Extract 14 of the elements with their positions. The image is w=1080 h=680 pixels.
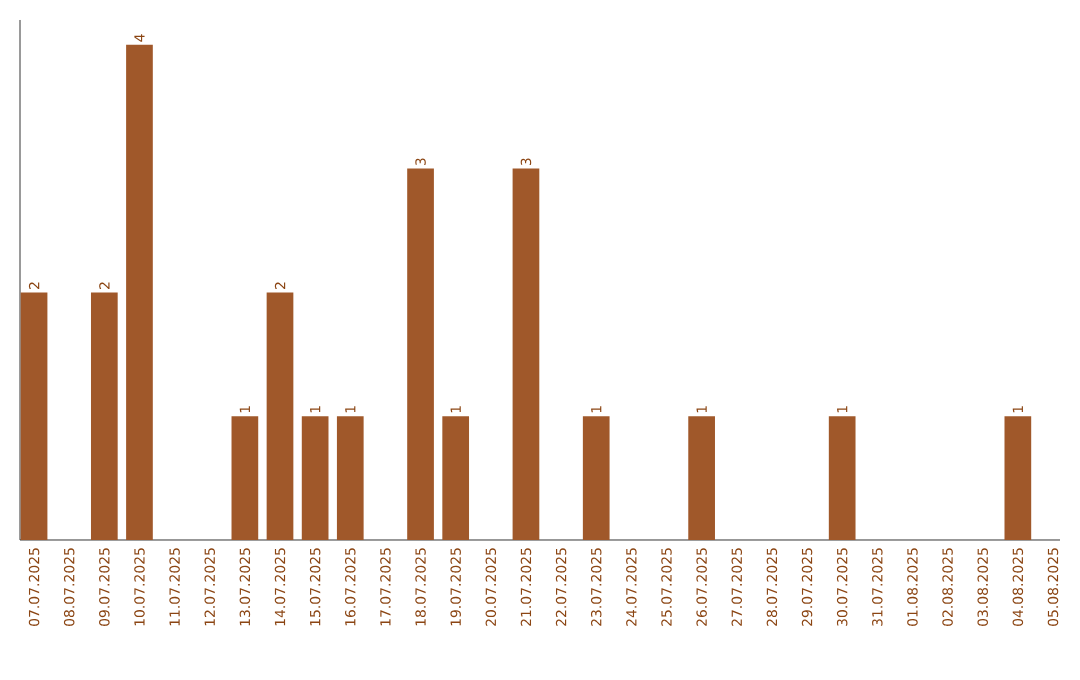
bar [828,416,856,540]
bar [407,168,434,540]
bar [301,416,329,540]
bar [442,416,470,540]
bar [266,292,294,540]
bar [582,416,610,540]
bar [512,168,540,540]
bar [1004,416,1032,540]
bar [20,292,48,540]
bar [688,416,715,540]
bar [126,44,153,540]
bar [336,416,364,540]
bar [231,416,259,540]
bar [90,292,118,540]
